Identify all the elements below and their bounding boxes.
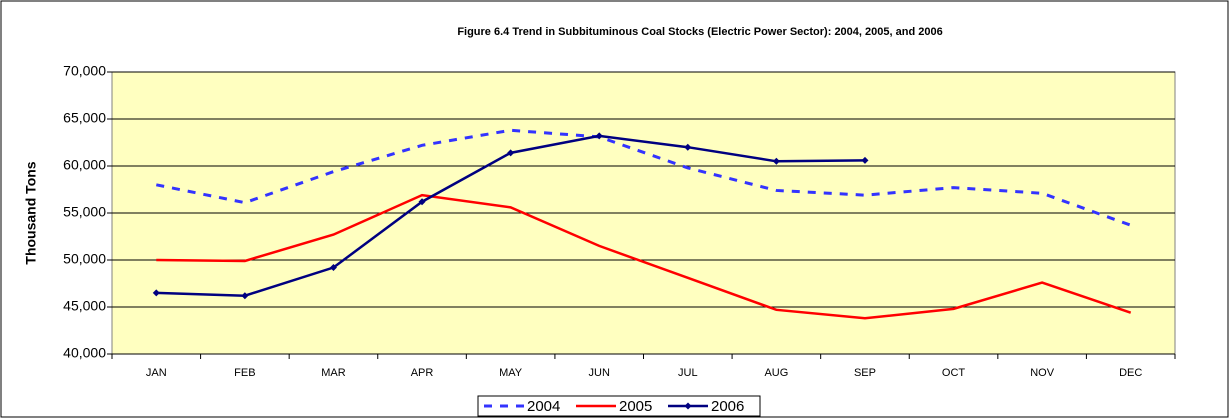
y-tick-label: 50,000 xyxy=(63,251,106,267)
y-tick-label: 70,000 xyxy=(63,63,106,79)
point xyxy=(861,156,869,164)
x-tick-label: JAN xyxy=(146,367,167,379)
x-tick-label: FEB xyxy=(234,367,255,379)
x-tick-label: MAR xyxy=(321,367,346,379)
y-tick-label: 65,000 xyxy=(63,110,106,126)
point xyxy=(329,264,337,272)
x-tick-label: AUG xyxy=(764,367,788,379)
x-tick-label: JUN xyxy=(589,367,610,379)
legend-box xyxy=(477,395,761,417)
y-axis-label: Thousand Tons xyxy=(23,161,39,264)
legend-label: 2004 xyxy=(527,398,560,415)
legend-marker xyxy=(684,402,692,410)
legend-label: 2006 xyxy=(711,398,744,415)
point xyxy=(418,198,426,206)
x-tick-label: JUL xyxy=(678,367,698,379)
legend: 2004 2005 2006 xyxy=(477,395,761,417)
x-tick-label: NOV xyxy=(1030,367,1055,379)
legend-label: 2005 xyxy=(619,398,652,415)
y-tick-label: 55,000 xyxy=(63,204,106,220)
series-line xyxy=(155,128,1132,227)
point xyxy=(772,157,780,165)
point xyxy=(595,132,603,140)
point xyxy=(684,143,692,151)
y-tick-label: 45,000 xyxy=(63,298,106,314)
point xyxy=(241,292,249,300)
y-tick-label: 60,000 xyxy=(63,157,106,173)
x-tick-label: APR xyxy=(411,367,434,379)
x-tick-label: DEC xyxy=(1119,367,1142,379)
x-tick-label: SEP xyxy=(854,367,876,379)
series-line xyxy=(156,193,1132,320)
chart-title: Figure 6.4 Trend in Subbituminous Coal S… xyxy=(457,26,942,38)
point xyxy=(507,149,515,157)
x-tick-label: OCT xyxy=(942,367,966,379)
x-tick-label: MAY xyxy=(499,367,523,379)
point xyxy=(152,289,160,297)
y-tick-label: 40,000 xyxy=(63,345,106,361)
